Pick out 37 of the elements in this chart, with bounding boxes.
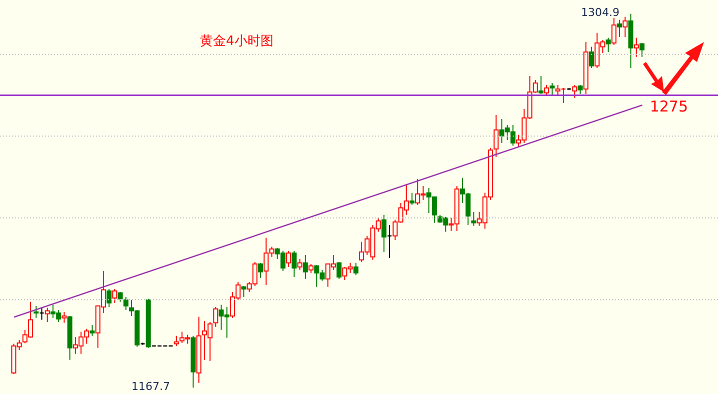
candlestick (353, 262, 358, 276)
candlestick (611, 17, 616, 46)
candlestick (622, 16, 628, 38)
candlestick (123, 296, 128, 310)
candlestick (297, 258, 302, 270)
candlestick (494, 114, 499, 158)
candlestick (213, 306, 218, 328)
candlestick (572, 84, 578, 99)
candlestick (588, 46, 594, 69)
candlestick (118, 292, 123, 302)
candlestick (381, 214, 386, 252)
candlestick (617, 19, 622, 38)
candlestick (241, 286, 246, 298)
candlestick (34, 305, 39, 318)
annotation: 1304.9 (581, 6, 620, 19)
candlestick (409, 192, 414, 206)
candlestick (544, 84, 550, 96)
candlestick (471, 211, 476, 226)
candlestick (286, 250, 292, 268)
candlestick (106, 288, 112, 308)
candlestick (174, 335, 179, 346)
candlestick (90, 324, 95, 336)
ref-line-label: 1275 (650, 97, 688, 116)
candlestick (112, 288, 118, 304)
annotation: 1167.7 (132, 380, 170, 393)
text: 黄金4小时图 (200, 33, 274, 50)
candlestick (62, 311, 67, 324)
candlestick (336, 262, 342, 280)
candlestick (606, 37, 611, 52)
candlestick (258, 262, 264, 278)
candlestick (634, 37, 639, 58)
candlestick (292, 250, 297, 278)
candlestick (639, 42, 644, 58)
candlestick (538, 75, 544, 94)
candlestick (550, 82, 555, 96)
candlestick (44, 307, 50, 322)
candlestick (302, 254, 308, 280)
